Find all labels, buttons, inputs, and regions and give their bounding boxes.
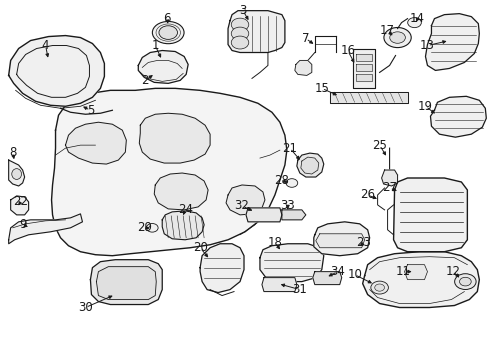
Polygon shape xyxy=(296,153,323,177)
Ellipse shape xyxy=(159,26,177,39)
Text: 16: 16 xyxy=(340,44,354,57)
Text: 25: 25 xyxy=(371,139,386,152)
Text: 8: 8 xyxy=(9,145,16,159)
Polygon shape xyxy=(139,113,210,163)
Polygon shape xyxy=(11,196,29,215)
Polygon shape xyxy=(355,64,371,71)
Circle shape xyxy=(231,27,248,40)
Text: 4: 4 xyxy=(42,39,49,52)
Polygon shape xyxy=(355,75,371,81)
Polygon shape xyxy=(313,222,369,256)
Polygon shape xyxy=(300,157,318,174)
Text: 13: 13 xyxy=(419,39,434,52)
Polygon shape xyxy=(225,185,264,215)
Circle shape xyxy=(454,274,475,289)
Polygon shape xyxy=(138,50,188,84)
Polygon shape xyxy=(65,122,126,164)
Polygon shape xyxy=(245,208,281,222)
Text: 9: 9 xyxy=(19,218,26,231)
Polygon shape xyxy=(162,211,203,240)
Text: 28: 28 xyxy=(274,174,289,186)
Polygon shape xyxy=(200,244,244,293)
Polygon shape xyxy=(9,36,104,106)
Text: 6: 6 xyxy=(163,12,171,25)
Polygon shape xyxy=(362,252,478,307)
Circle shape xyxy=(407,18,421,28)
Polygon shape xyxy=(51,88,286,256)
Text: 5: 5 xyxy=(86,104,94,117)
Circle shape xyxy=(231,18,248,31)
Polygon shape xyxy=(9,214,82,244)
Circle shape xyxy=(370,281,387,294)
Text: 14: 14 xyxy=(409,12,424,25)
Text: 32: 32 xyxy=(234,199,249,212)
Text: 2: 2 xyxy=(141,74,149,87)
Text: 10: 10 xyxy=(346,268,362,281)
Text: 27: 27 xyxy=(381,181,396,194)
Text: 31: 31 xyxy=(292,283,306,296)
Polygon shape xyxy=(281,210,305,220)
Text: 15: 15 xyxy=(314,82,328,95)
Polygon shape xyxy=(90,260,162,305)
Text: 12: 12 xyxy=(445,265,460,278)
Text: 22: 22 xyxy=(13,195,28,208)
Polygon shape xyxy=(429,96,486,137)
Circle shape xyxy=(146,224,158,232)
Text: 18: 18 xyxy=(267,236,282,249)
Polygon shape xyxy=(260,244,323,282)
Text: 29: 29 xyxy=(137,221,151,234)
Text: 20: 20 xyxy=(192,241,207,254)
Text: 33: 33 xyxy=(280,199,295,212)
Text: 1: 1 xyxy=(151,39,159,52)
Text: 7: 7 xyxy=(302,32,309,45)
Polygon shape xyxy=(262,278,296,292)
Circle shape xyxy=(459,277,470,286)
Polygon shape xyxy=(393,178,467,252)
Ellipse shape xyxy=(152,22,183,44)
Circle shape xyxy=(389,32,405,43)
Text: 34: 34 xyxy=(329,265,345,278)
Polygon shape xyxy=(96,267,156,300)
Text: 11: 11 xyxy=(395,265,410,278)
Polygon shape xyxy=(315,234,364,248)
Text: 17: 17 xyxy=(379,24,394,37)
Polygon shape xyxy=(381,170,397,186)
Polygon shape xyxy=(294,60,311,75)
Polygon shape xyxy=(352,49,374,88)
Text: 19: 19 xyxy=(417,100,432,113)
Ellipse shape xyxy=(12,168,21,179)
Polygon shape xyxy=(404,265,427,280)
Text: 26: 26 xyxy=(360,188,374,202)
Polygon shape xyxy=(329,92,407,103)
Circle shape xyxy=(383,27,410,48)
Polygon shape xyxy=(425,14,478,71)
Polygon shape xyxy=(227,11,285,53)
Text: 30: 30 xyxy=(78,301,93,314)
Circle shape xyxy=(374,284,384,291)
Text: 23: 23 xyxy=(355,236,370,249)
Text: 21: 21 xyxy=(282,141,297,155)
Text: 3: 3 xyxy=(239,4,246,17)
Circle shape xyxy=(231,36,248,49)
Polygon shape xyxy=(154,173,208,210)
Text: 24: 24 xyxy=(177,203,192,216)
Circle shape xyxy=(285,179,297,187)
Polygon shape xyxy=(9,160,24,186)
Polygon shape xyxy=(355,54,371,62)
Polygon shape xyxy=(312,272,341,285)
